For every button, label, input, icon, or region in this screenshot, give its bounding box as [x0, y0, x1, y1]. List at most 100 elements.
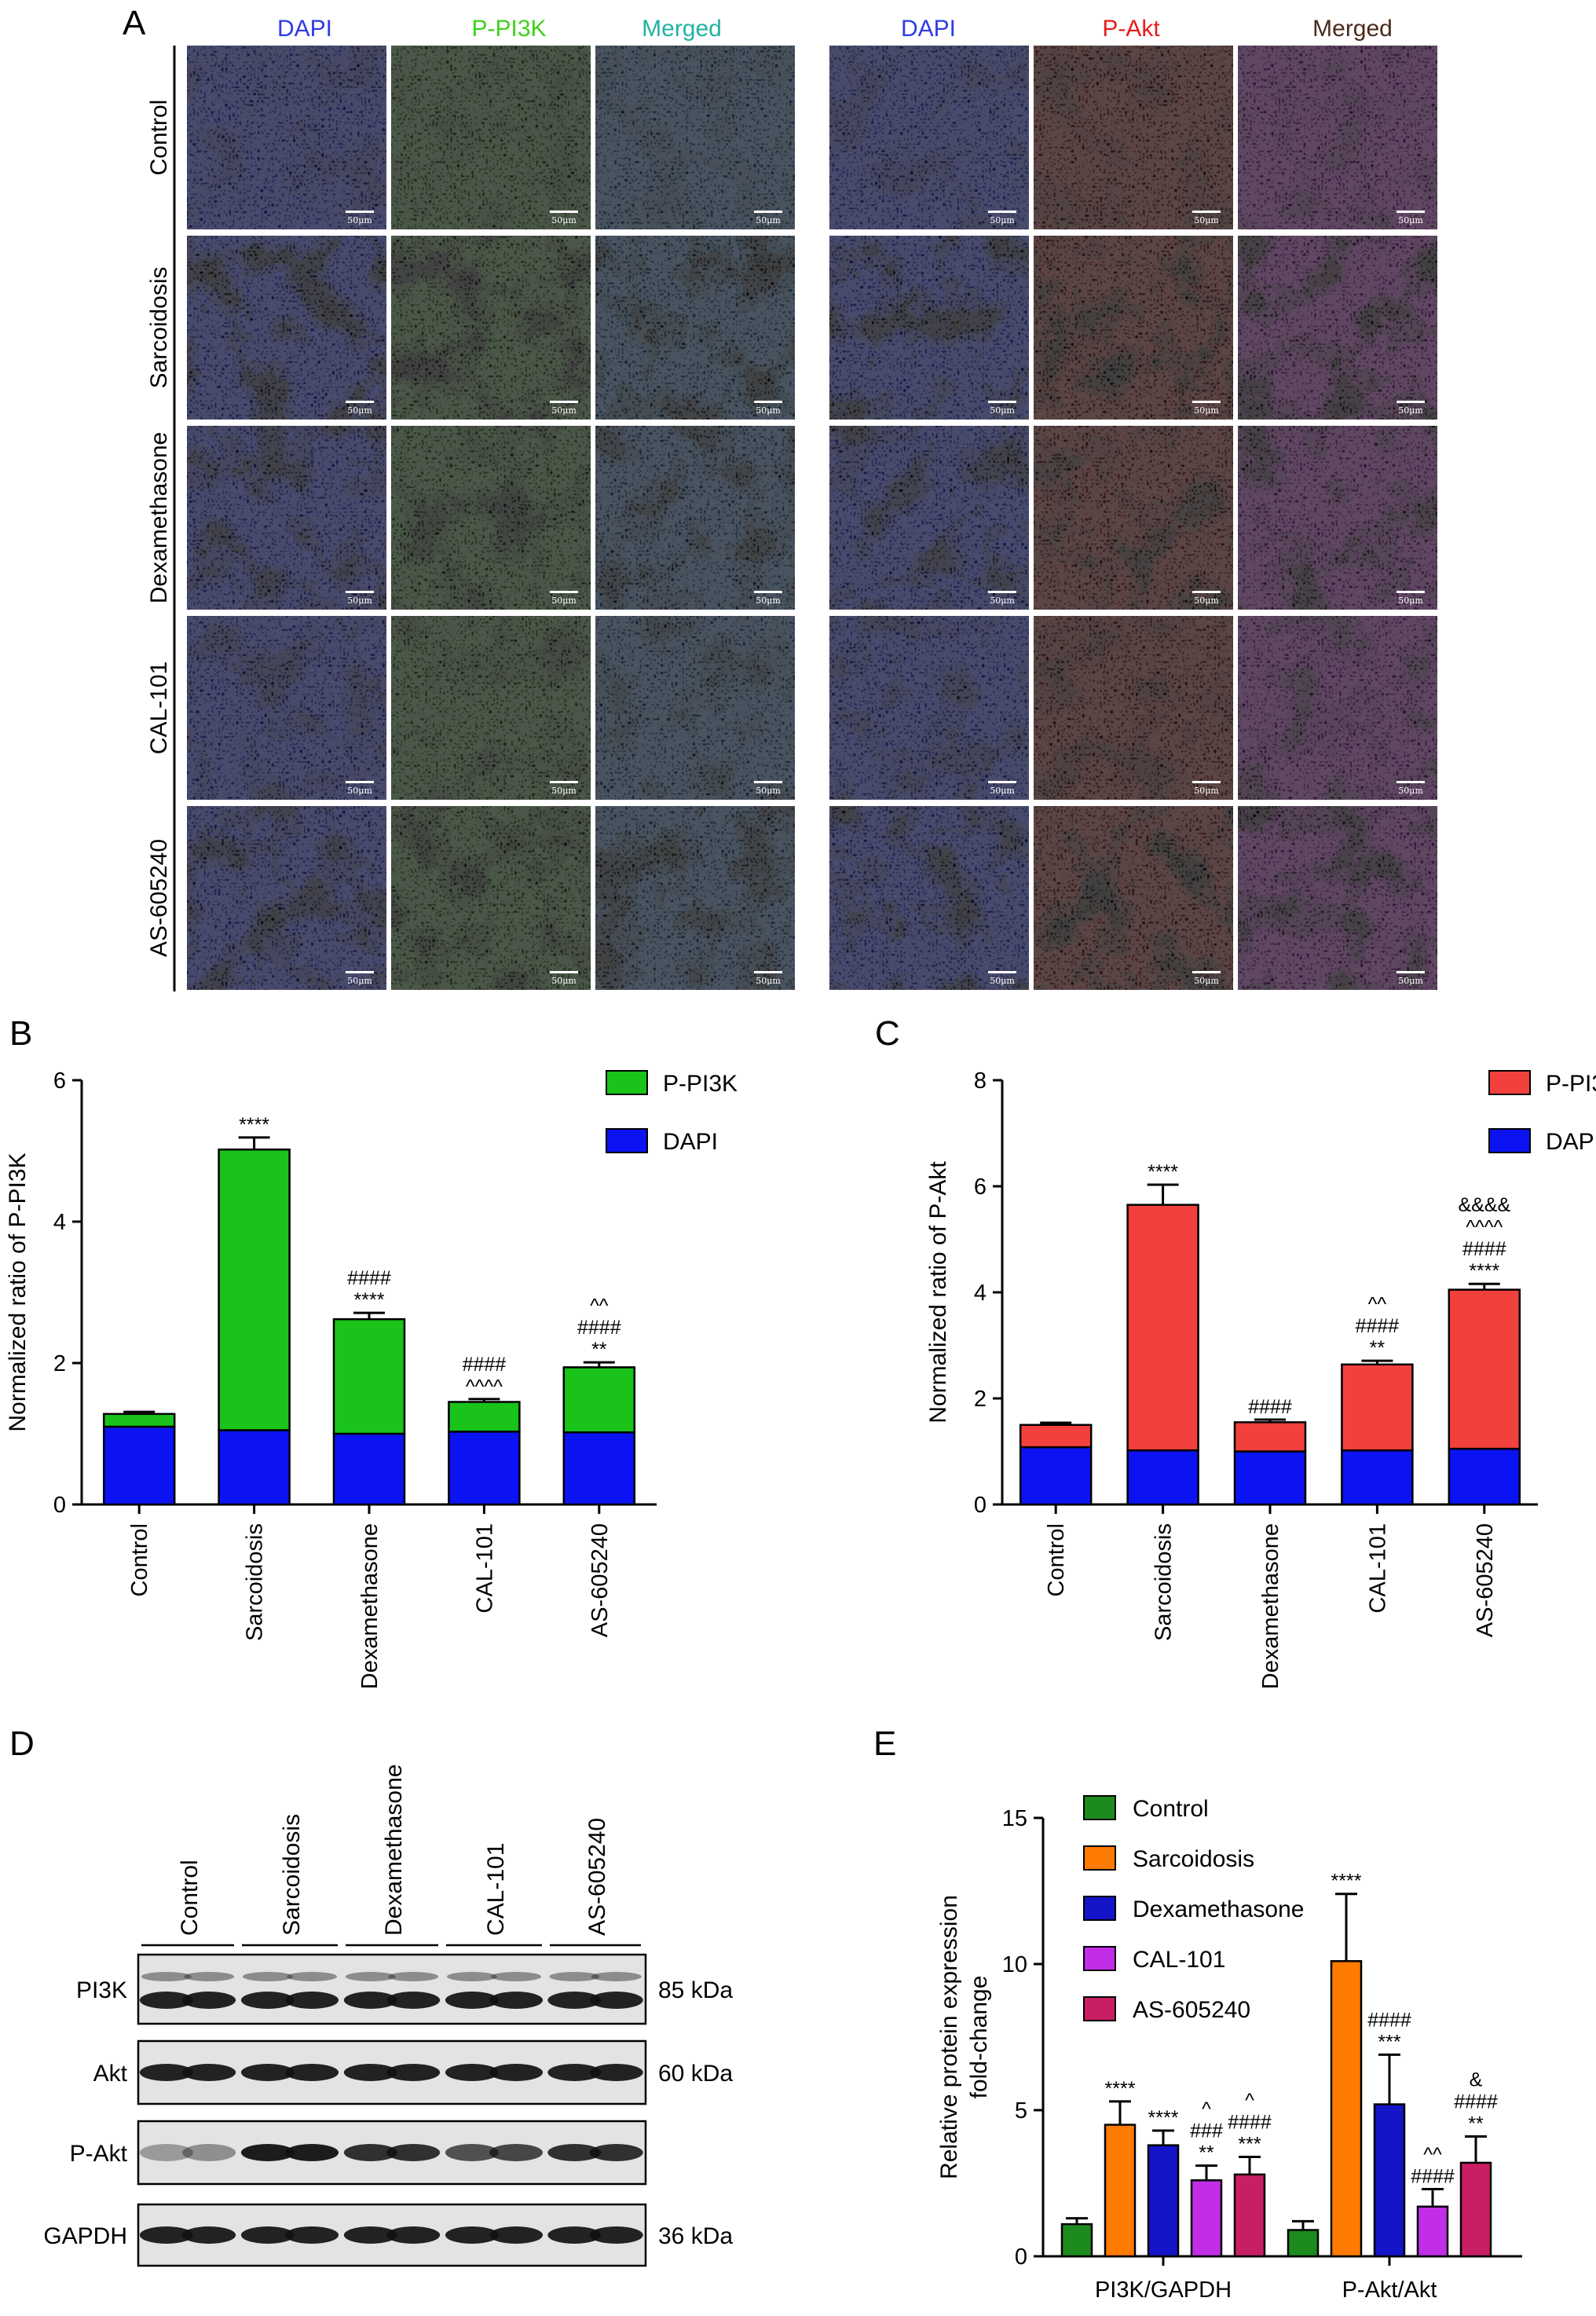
scale-bar-label: 50μm: [756, 405, 781, 416]
significance-label: ^: [1202, 2098, 1211, 2120]
legend-swatch: [1083, 1946, 1116, 1971]
micrograph-cell-texture: [391, 806, 591, 990]
scale-bar-label: 50μm: [551, 215, 577, 225]
protein-band: [491, 1972, 542, 1981]
micrograph-cell-texture: [1034, 46, 1233, 229]
bar: [1341, 1363, 1414, 1452]
significance-label: **: [591, 1339, 607, 1361]
y-tick-label: 6: [53, 1068, 66, 1094]
micrograph-tile: 50μm: [829, 616, 1029, 800]
y-axis-label: Normalized ratio of P-Akt: [925, 1161, 951, 1424]
micrograph-tile: 50μm: [391, 806, 591, 990]
blot-label: GAPDH: [43, 2223, 127, 2249]
scale-bar-label: 50μm: [990, 786, 1015, 796]
scale-bar: [1192, 591, 1221, 593]
panel-letter-e: E: [873, 1724, 896, 1763]
protein-band: [240, 2064, 295, 2081]
micrograph-cell-texture: [1238, 426, 1437, 610]
panel-a: A DAPI P-PI3K Merged DAPI P-Akt Merged Contro…: [123, 4, 1437, 991]
scale-bar: [1396, 971, 1425, 973]
protein-band: [287, 1972, 338, 1981]
protein-band: [591, 1972, 642, 1981]
bar: [332, 1432, 406, 1506]
micrograph-cell-texture: [187, 46, 386, 229]
panel-b: B 0 2 4 6 Normalized ratio of P-PI3K Control S…: [5, 1014, 738, 1689]
micrograph-tile: 50μm: [1034, 616, 1233, 800]
x-tick-label: Control: [127, 1523, 152, 1597]
molecular-weight-label: 36 kDa: [658, 2223, 733, 2249]
bar: [1126, 1449, 1199, 1506]
scale-bar: [1396, 591, 1425, 593]
significance-label: ****: [1331, 1871, 1362, 1893]
scale-bar-label: 50μm: [756, 215, 781, 225]
protein-band: [547, 2144, 602, 2161]
scale-bar: [1396, 211, 1425, 213]
protein-band: [489, 2064, 544, 2081]
legend-label: Dexamethasone: [1133, 1896, 1304, 1922]
bar: [1233, 1421, 1307, 1453]
significance-label: **: [1370, 1337, 1386, 1359]
significance-label: ***: [1378, 2031, 1400, 2053]
legend-swatch: [606, 1128, 648, 1153]
row-label: CAL-101: [146, 661, 172, 754]
micrograph-cell-texture: [829, 806, 1029, 990]
significance-label: &&&&: [1458, 1194, 1510, 1216]
scale-bar-label: 50μm: [347, 215, 372, 225]
significance-label: ^: [1245, 2090, 1254, 2112]
y-tick-label: 5: [1015, 2098, 1027, 2124]
column-header: P-PI3K: [471, 16, 546, 42]
panel-letter-d: D: [9, 1724, 35, 1763]
bar: [102, 1425, 176, 1506]
micrograph-tile: 50μm: [1238, 806, 1437, 990]
micrograph-tile: 50μm: [595, 46, 795, 229]
x-tick-label: PI3K/GAPDH: [1095, 2278, 1232, 2303]
scale-bar-label: 50μm: [551, 595, 577, 606]
row-label: Control: [146, 100, 172, 176]
x-tick-label: AS-605240: [588, 1523, 613, 1637]
column-header: Merged: [1312, 16, 1393, 42]
protein-band: [445, 2064, 499, 2081]
bar: [448, 1401, 521, 1433]
micrograph-cell-texture: [595, 236, 795, 420]
protein-band: [285, 2144, 339, 2161]
bar: [1233, 2173, 1266, 2258]
lane-label: Sarcoidosis: [279, 1814, 305, 1936]
column-header: DAPI: [277, 16, 332, 42]
protein-band: [182, 1992, 236, 2009]
bar: [1448, 1288, 1521, 1450]
scale-bar: [988, 401, 1016, 403]
scale-bar-label: 50μm: [347, 976, 372, 986]
legend-swatch: [606, 1070, 648, 1095]
bar: [1190, 2179, 1223, 2258]
bar: [1019, 1424, 1093, 1449]
scale-bar: [988, 971, 1016, 973]
legend-label: Control: [1133, 1796, 1209, 1822]
micrograph-tile: 50μm: [391, 236, 591, 420]
panel-letter-b: B: [9, 1014, 32, 1053]
protein-band: [240, 2226, 295, 2244]
significance-label: ####: [1411, 2165, 1455, 2187]
micrograph-tile: 50μm: [1034, 806, 1233, 990]
scale-bar: [346, 401, 374, 403]
protein-band: [547, 1992, 602, 2009]
y-axis-label: fold-change: [966, 1976, 992, 2099]
significance-label: ####: [463, 1354, 507, 1376]
scale-bar-label: 50μm: [347, 405, 372, 416]
y-tick-label: 2: [53, 1351, 66, 1376]
x-tick-label: Dexamethasone: [1258, 1523, 1283, 1689]
micrograph-tile: 50μm: [1034, 426, 1233, 610]
micrograph-cell-texture: [1034, 806, 1233, 990]
legend-label: P-PI3K: [663, 1071, 738, 1097]
panel-c: C 0 2 4 6 8 Normalized ratio of P-Akt Control S…: [875, 1014, 1596, 1689]
legend-label: Sarcoidosis: [1133, 1846, 1254, 1872]
lane-label: AS-605240: [584, 1818, 610, 1936]
column-header: P-Akt: [1102, 16, 1160, 42]
x-tick-label: Sarcoidosis: [1151, 1523, 1177, 1641]
protein-band: [343, 1992, 397, 2009]
legend-swatch: [1488, 1128, 1531, 1153]
protein-band: [139, 2064, 193, 2081]
bar: [1060, 2223, 1093, 2258]
micrograph-cell-texture: [391, 236, 591, 420]
significance-label: ####: [1454, 2091, 1498, 2113]
chart-b: 0 2 4 6 Normalized ratio of P-PI3K Control Sar…: [5, 1068, 738, 1689]
